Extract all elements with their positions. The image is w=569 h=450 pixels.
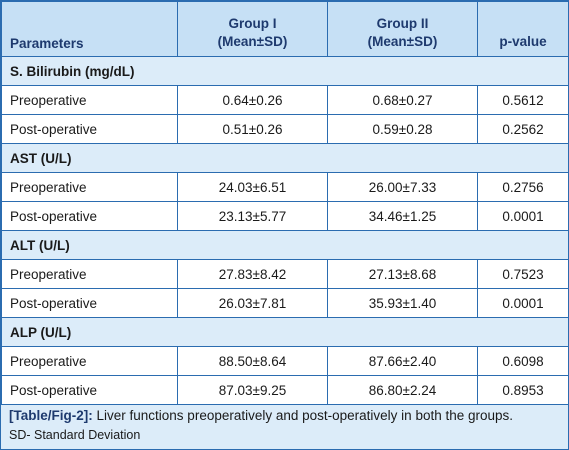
group-2-value: 27.13±8.68 — [327, 259, 478, 289]
p-value: 0.2756 — [477, 172, 569, 202]
group-2-value: 86.80±2.24 — [327, 375, 478, 405]
section-row: AST (U/L) — [1, 143, 569, 173]
group-2-value: 34.46±1.25 — [327, 201, 478, 231]
group-2-value: 0.68±0.27 — [327, 85, 478, 115]
section-title: ALT (U/L) — [1, 230, 569, 260]
group-1-value: 87.03±9.25 — [177, 375, 328, 405]
table-row: Preoperative 0.64±0.26 0.68±0.27 0.5612 — [1, 85, 569, 115]
group-1-value: 0.64±0.26 — [177, 85, 328, 115]
group-1-value: 0.51±0.26 — [177, 114, 328, 144]
header-parameters: Parameters — [1, 1, 178, 57]
p-value: 0.6098 — [477, 346, 569, 376]
group-1-value: 27.83±8.42 — [177, 259, 328, 289]
row-label: Preoperative — [1, 259, 178, 289]
caption-text: Liver functions preoperatively and post-… — [96, 408, 514, 423]
header-row: Parameters Group I (Mean±SD) Group II (M… — [1, 1, 569, 57]
row-label: Post-operative — [1, 375, 178, 405]
p-value: 0.2562 — [477, 114, 569, 144]
header-group-1: Group I (Mean±SD) — [177, 1, 328, 57]
header-group-2-name: Group II — [376, 16, 429, 31]
group-2-value: 87.66±2.40 — [327, 346, 478, 376]
section-row: ALP (U/L) — [1, 317, 569, 347]
header-group-1-name: Group I — [228, 16, 277, 31]
table-row: Post-operative 23.13±5.77 34.46±1.25 0.0… — [1, 201, 569, 231]
header-group-2-stat: (Mean±SD) — [367, 34, 438, 49]
group-1-value: 88.50±8.64 — [177, 346, 328, 376]
row-label: Post-operative — [1, 114, 178, 144]
section-title: S. Bilirubin (mg/dL) — [1, 56, 569, 86]
p-value: 0.5612 — [477, 85, 569, 115]
table-row: Preoperative 88.50±8.64 87.66±2.40 0.609… — [1, 346, 569, 376]
group-1-value: 23.13±5.77 — [177, 201, 328, 231]
row-label: Preoperative — [1, 85, 178, 115]
row-label: Preoperative — [1, 172, 178, 202]
p-value: 0.8953 — [477, 375, 569, 405]
row-label: Post-operative — [1, 201, 178, 231]
group-1-value: 24.03±6.51 — [177, 172, 328, 202]
table-row: Post-operative 0.51±0.26 0.59±0.28 0.256… — [1, 114, 569, 144]
p-value: 0.0001 — [477, 288, 569, 318]
header-group-1-stat: (Mean±SD) — [217, 34, 288, 49]
group-2-value: 26.00±7.33 — [327, 172, 478, 202]
p-value: 0.0001 — [477, 201, 569, 231]
table-row: Preoperative 27.83±8.42 27.13±8.68 0.752… — [1, 259, 569, 289]
group-2-value: 0.59±0.28 — [327, 114, 478, 144]
section-title: AST (U/L) — [1, 143, 569, 173]
section-title: ALP (U/L) — [1, 317, 569, 347]
header-p-value: p-value — [477, 1, 569, 57]
header-group-2: Group II (Mean±SD) — [327, 1, 478, 57]
row-label: Post-operative — [1, 288, 178, 318]
group-2-value: 35.93±1.40 — [327, 288, 478, 318]
section-row: ALT (U/L) — [1, 230, 569, 260]
row-label: Preoperative — [1, 346, 178, 376]
liver-function-table: Parameters Group I (Mean±SD) Group II (M… — [1, 1, 569, 405]
section-row: S. Bilirubin (mg/dL) — [1, 56, 569, 86]
table-row: Preoperative 24.03±6.51 26.00±7.33 0.275… — [1, 172, 569, 202]
footnote: SD- Standard Deviation — [9, 428, 141, 442]
p-value: 0.7523 — [477, 259, 569, 289]
group-1-value: 26.03±7.81 — [177, 288, 328, 318]
caption-tag: [Table/Fig-2]: — [9, 408, 93, 423]
table-row: Post-operative 26.03±7.81 35.93±1.40 0.0… — [1, 288, 569, 318]
table-caption: [Table/Fig-2]: Liver functions preoperat… — [9, 407, 564, 425]
table-row: Post-operative 87.03±9.25 86.80±2.24 0.8… — [1, 375, 569, 405]
